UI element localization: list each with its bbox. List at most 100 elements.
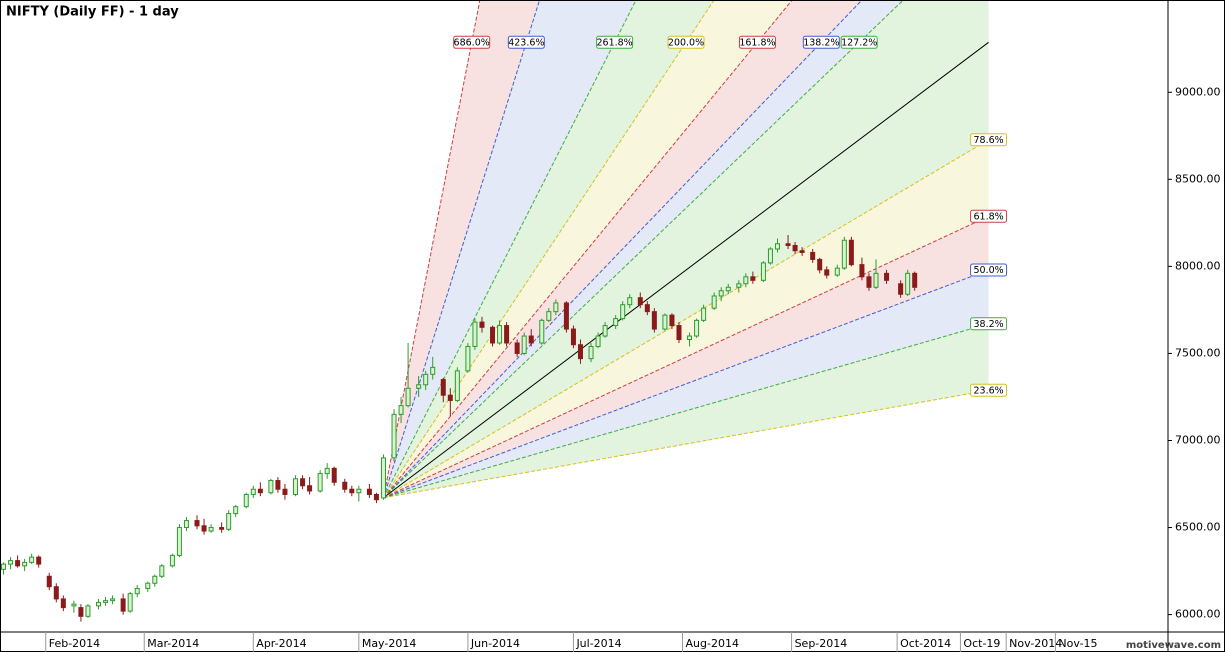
fan-line: [383, 0, 793, 499]
y-tick-label: 7500.00: [1175, 346, 1221, 359]
fan-line: [383, 215, 989, 499]
candle-body: [687, 335, 693, 341]
candle-body: [60, 598, 66, 609]
candle-body: [423, 373, 429, 386]
y-tick-label: 9000.00: [1175, 85, 1221, 98]
fan-trend-line: [383, 41, 989, 499]
candle-body: [96, 601, 102, 607]
candle-body: [145, 582, 151, 589]
candle-body: [46, 575, 52, 588]
fan-label: 38.2%: [970, 317, 1008, 331]
fan-label-box: [970, 383, 1008, 397]
x-tick-label: Apr-2014: [256, 637, 306, 650]
candle-body: [8, 560, 14, 565]
candle-body: [293, 478, 299, 495]
candle-body: [736, 283, 742, 288]
candle-body: [226, 513, 232, 530]
candle-body: [183, 520, 189, 529]
candle-body: [152, 575, 158, 584]
x-tick-label: Jul-2014: [575, 637, 621, 650]
candle-body: [627, 297, 633, 306]
fan-label: 261.8%: [596, 35, 634, 49]
candle-body: [848, 239, 854, 266]
fan-label-text: 78.6%: [973, 135, 1003, 146]
candle-body: [233, 506, 239, 515]
candle-body: [898, 283, 904, 295]
candle-body: [563, 302, 569, 330]
candle-body: [405, 387, 411, 407]
candle-body: [366, 488, 372, 495]
candle-body: [725, 286, 731, 292]
y-tick-label: 6500.00: [1175, 521, 1221, 534]
candle-body: [834, 267, 840, 276]
candle-body: [743, 276, 749, 285]
candle-body: [651, 311, 657, 330]
fan-label-text: 23.6%: [973, 385, 1003, 396]
x-tick-label: Nov-2014: [1009, 637, 1062, 650]
candle-body: [324, 467, 330, 475]
candle-body: [859, 264, 865, 278]
candle-body: [134, 587, 140, 595]
candle-body: [416, 384, 422, 389]
fan-label: 127.2%: [840, 35, 878, 49]
candle-body: [78, 607, 84, 617]
x-tick-label: Feb-2014: [49, 637, 100, 650]
y-tick-label: 8000.00: [1175, 259, 1221, 272]
x-tick-label: Aug-2014: [686, 637, 739, 650]
fan-label-text: 50.0%: [973, 265, 1003, 276]
candle-body: [514, 342, 520, 354]
candle-body: [866, 276, 872, 288]
y-tick-label: 7000.00: [1175, 433, 1221, 446]
fan-label: 138.2%: [802, 35, 840, 49]
candle-body: [120, 598, 126, 612]
candle-body: [159, 565, 165, 577]
candle-body: [257, 488, 263, 494]
candle-body: [504, 325, 510, 344]
candle-body: [750, 276, 756, 281]
candle-body: [250, 488, 256, 495]
candle-body: [694, 319, 700, 337]
fan-label-box: [840, 35, 878, 49]
candle-body: [479, 321, 485, 328]
candle-body: [71, 603, 77, 607]
fan-line: [383, 0, 863, 499]
candle-body: [29, 556, 35, 563]
fan-line: [383, 389, 989, 499]
candle-body: [873, 272, 879, 288]
fan-label-text: 161.8%: [739, 37, 775, 48]
candle-body: [380, 457, 386, 499]
candle-body: [799, 250, 805, 253]
chart-title: NIFTY (Daily FF) - 1 day: [6, 5, 179, 20]
candle-body: [194, 520, 200, 527]
y-tick-label: 6000.00: [1175, 608, 1221, 621]
fan-label-box: [507, 35, 545, 49]
candle-body: [317, 473, 323, 492]
candle-body: [792, 244, 798, 252]
fan-line: [383, 0, 637, 498]
fan-line: [383, 139, 989, 499]
candle-body: [701, 307, 707, 321]
fan-label-text: 423.6%: [508, 37, 544, 48]
candle-body: [767, 248, 773, 264]
fan-label-text: 200.0%: [668, 37, 704, 48]
fan-band: [383, 0, 989, 498]
x-tick-label: Sep-2014: [795, 637, 848, 650]
candle-body: [373, 493, 379, 501]
candle-body: [454, 370, 460, 401]
fan-label-box: [596, 35, 634, 49]
x-tick-label: Nov-15: [1058, 637, 1097, 650]
fan-label-text: 138.2%: [803, 37, 839, 48]
x-tick-label: May-2014: [362, 637, 417, 650]
fan-label: 423.6%: [507, 35, 545, 49]
fan-line: [382, 0, 541, 498]
candle-body: [398, 405, 404, 415]
candle-body: [342, 481, 348, 490]
candle-body: [613, 318, 619, 327]
fan-line: [383, 0, 715, 499]
candle-body: [300, 478, 306, 487]
fan-label-box: [667, 35, 705, 49]
candle-body: [127, 593, 133, 612]
fan-label-box: [453, 35, 491, 49]
y-tick-label: 8500.00: [1175, 172, 1221, 185]
